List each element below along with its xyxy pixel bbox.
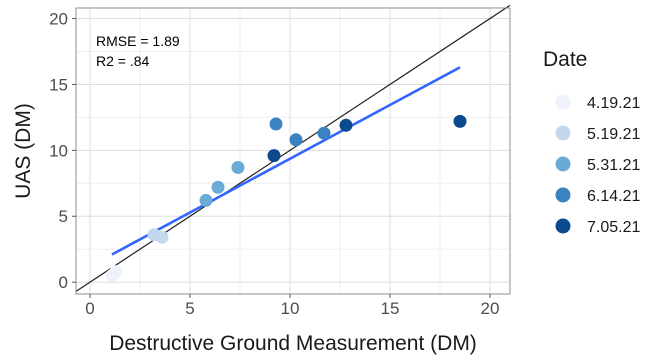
y-axis-title: UAS (DM) <box>12 103 35 199</box>
legend-label: 4.19.21 <box>587 95 640 112</box>
legend-key <box>555 125 571 141</box>
data-point <box>317 126 331 140</box>
plot-background <box>76 8 510 294</box>
annotation-r2: R2 = .84 <box>96 53 150 69</box>
x-tick-label: 10 <box>281 299 300 318</box>
fit-line <box>111 66 461 256</box>
x-tick-label: 5 <box>185 299 194 318</box>
data-point <box>211 180 225 194</box>
data-points <box>105 114 467 283</box>
identity-line <box>75 4 511 292</box>
annotation-rmse: RMSE = 1.89 <box>96 33 180 49</box>
x-tick-label: 15 <box>381 299 400 318</box>
data-point <box>109 265 123 279</box>
data-point <box>155 230 169 244</box>
x-axis-title: Destructive Ground Measurement (DM) <box>109 332 477 355</box>
legend-label: 5.31.21 <box>587 157 640 174</box>
x-tick-label: 20 <box>481 299 500 318</box>
axis-ticks: 0 5 10 15 20 0 5 10 15 20 <box>49 10 499 318</box>
data-point <box>453 114 467 128</box>
data-point <box>199 193 213 207</box>
y-tick-label: 10 <box>49 141 68 160</box>
data-point <box>231 160 245 174</box>
x-tick-label: 0 <box>85 299 94 318</box>
legend-label: 6.14.21 <box>587 188 640 205</box>
legend-label: 5.19.21 <box>587 126 640 143</box>
data-point <box>267 149 281 163</box>
gridlines <box>76 8 510 294</box>
data-point <box>339 118 353 132</box>
legend-label: 7.05.21 <box>587 219 640 236</box>
legend: 4.19.21 5.19.21 5.31.21 6.14.21 7.05.21 <box>555 94 640 236</box>
legend-key <box>555 156 571 172</box>
reference-lines <box>75 4 511 292</box>
y-tick-label: 0 <box>59 273 68 292</box>
legend-key <box>555 94 571 110</box>
legend-title: Date <box>543 48 587 71</box>
data-point <box>289 133 303 147</box>
y-tick-label: 15 <box>49 75 68 94</box>
y-tick-label: 5 <box>59 207 68 226</box>
plot-border <box>75 7 511 295</box>
legend-key <box>555 218 571 234</box>
y-tick-label: 20 <box>49 10 68 29</box>
data-point <box>269 117 283 131</box>
legend-key <box>555 187 571 203</box>
